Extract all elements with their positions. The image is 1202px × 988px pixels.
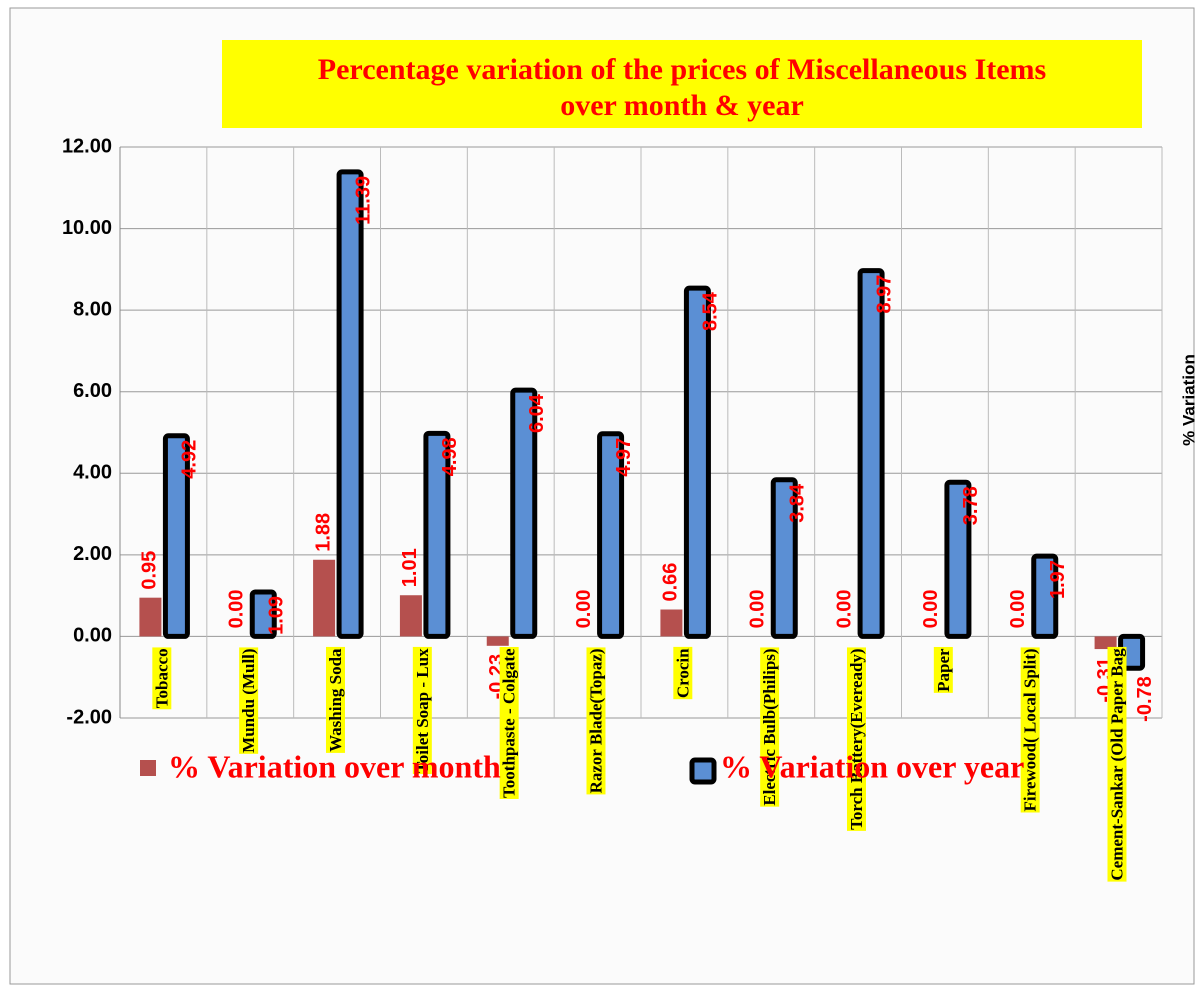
bar	[313, 559, 336, 637]
bar	[486, 636, 509, 646]
x-tick-label: Washing Soda	[326, 648, 345, 752]
legend-label: % Variation over year	[720, 748, 1024, 784]
chart-title: over month & year	[560, 89, 804, 122]
x-tick-label: Razor Blade(Topaz)	[586, 648, 605, 793]
bar	[249, 589, 277, 639]
x-tick-bg	[1020, 647, 1040, 813]
x-tick: Mundu (Mull)	[239, 647, 259, 754]
x-tick-label: Cement-Sankar (Old Paper Bag	[1107, 648, 1126, 881]
y-tick-label: 8.00	[73, 298, 112, 320]
value-label: 1.97	[1047, 560, 1069, 599]
bar	[1094, 636, 1117, 650]
x-tick-label: Torch Battery(Eveready)	[847, 648, 866, 829]
y-tick-label: 4.00	[73, 462, 112, 484]
bar	[423, 430, 451, 639]
value-label: 0.66	[660, 563, 682, 602]
y-tick-label: -2.00	[66, 706, 112, 728]
x-tick-bg	[1107, 646, 1127, 882]
x-tick-bg	[152, 647, 172, 710]
x-tick: Electric Bulb(Philips)	[760, 647, 780, 807]
x-tick: Cement-Sankar (Old Paper Bag	[1107, 646, 1127, 882]
bar	[597, 431, 625, 639]
bar	[1031, 553, 1059, 639]
bar	[399, 595, 422, 637]
x-tick-label: Paper	[934, 648, 953, 692]
bar	[770, 477, 798, 639]
value-label: 0.00	[226, 589, 248, 628]
x-tick: Torch Battery(Eveready)	[846, 647, 866, 831]
x-tick: Toothpaste - Colgate	[499, 646, 519, 799]
title-box	[222, 40, 1142, 128]
bar	[683, 285, 711, 639]
x-tick-bg	[412, 646, 432, 774]
value-label: 4.98	[439, 437, 461, 476]
x-tick-label: Toothpaste - Colgate	[500, 648, 519, 798]
x-tick: Tobacco	[152, 647, 172, 710]
bar	[944, 479, 972, 639]
bar	[336, 169, 364, 639]
bar	[510, 387, 538, 639]
x-tick-label: Firewood( Local Split)	[1021, 648, 1040, 811]
x-tick-label: Tobacco	[152, 648, 171, 708]
value-label: 8.54	[700, 291, 722, 331]
value-label: 6.04	[526, 393, 548, 433]
x-tick-bg	[586, 647, 606, 795]
x-tick-bg	[499, 646, 519, 799]
x-tick: Firewood( Local Split)	[1020, 647, 1040, 813]
value-label: 0.00	[1007, 589, 1029, 628]
x-tick-label: Toilet Soap - Lux	[413, 648, 432, 773]
bar	[139, 597, 162, 637]
x-tick-bg	[673, 646, 693, 700]
bar	[162, 433, 190, 639]
x-tick-bg	[325, 646, 345, 753]
chart-title: Percentage variation of the prices of Mi…	[318, 53, 1046, 86]
value-label: 4.92	[179, 440, 201, 479]
value-label: 1.09	[266, 596, 288, 635]
y-tick-label: 12.00	[62, 135, 112, 157]
x-tick-label: Mundu (Mull)	[239, 648, 258, 752]
value-label: 0.00	[747, 589, 769, 628]
value-label: 4.97	[613, 438, 635, 477]
x-tick-bg	[239, 647, 259, 754]
bar	[857, 268, 885, 639]
value-label: 3.78	[960, 486, 982, 525]
legend-swatch	[689, 757, 717, 785]
value-label: 0.95	[139, 551, 161, 590]
legend-swatch	[140, 760, 156, 776]
value-label: -0.78	[1134, 676, 1156, 722]
x-tick: Paper	[933, 646, 953, 693]
x-tick: Toilet Soap - Lux	[412, 646, 432, 774]
x-tick-label: Crocin	[673, 648, 692, 698]
x-tick: Razor Blade(Topaz)	[586, 647, 606, 795]
value-label: 0.00	[920, 589, 942, 628]
value-label: 1.01	[399, 548, 421, 587]
bar	[660, 609, 683, 637]
y-tick-label: 2.00	[73, 543, 112, 565]
x-tick-bg	[760, 647, 780, 807]
x-tick: Crocin	[673, 646, 693, 700]
y-tick-label: 0.00	[73, 625, 112, 647]
x-tick-label: Electric Bulb(Philips)	[760, 648, 779, 805]
value-label: 0.00	[573, 589, 595, 628]
x-tick: Washing Soda	[325, 646, 345, 753]
x-tick-bg	[846, 647, 866, 831]
value-label: 11.39	[352, 176, 374, 225]
legend-label: % Variation over month	[168, 748, 501, 784]
value-label: 3.84	[787, 483, 809, 523]
y-tick-label: 6.00	[73, 380, 112, 402]
x-tick-bg	[933, 646, 953, 693]
y-tick-label: 10.00	[62, 217, 112, 239]
value-label: 1.88	[312, 513, 334, 552]
value-label: 0.00	[833, 589, 855, 628]
value-label: 8.97	[873, 275, 895, 314]
y-axis-label: % Variation	[1179, 354, 1198, 446]
